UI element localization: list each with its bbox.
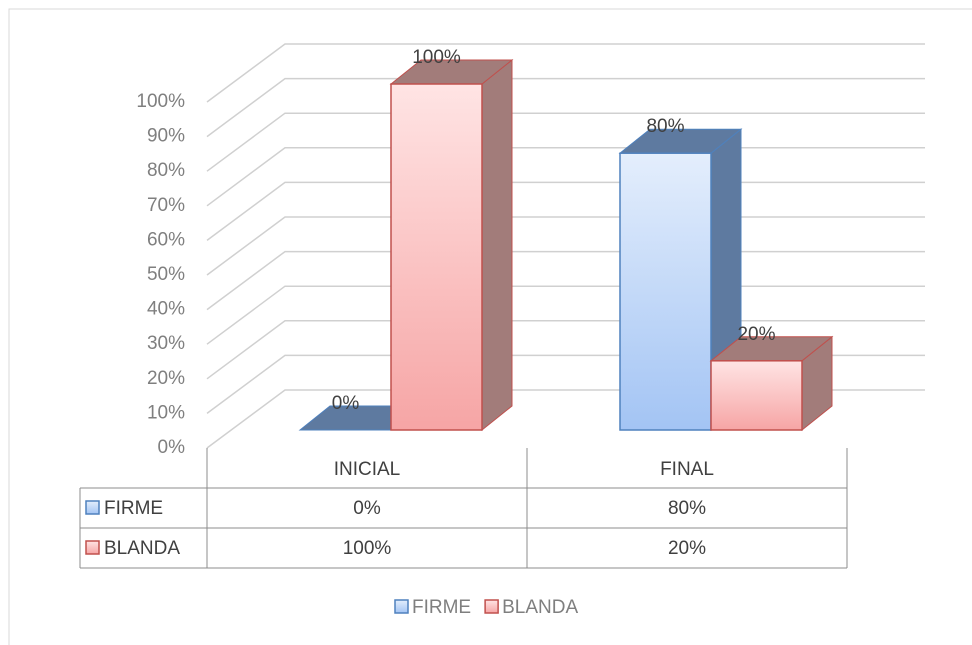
legend-label: BLANDA [502, 597, 578, 618]
y-tick-label: 80% [147, 160, 185, 181]
y-tick-label: 20% [147, 368, 185, 389]
table-key [85, 500, 100, 515]
y-tick-label: 0% [158, 437, 186, 458]
y-tick-label: 30% [147, 333, 185, 354]
y-tick-label: 40% [147, 299, 185, 320]
value-label: 100% [412, 47, 461, 68]
bar [710, 360, 803, 431]
legend-key [484, 599, 499, 614]
x-tick-label: FINAL [660, 459, 714, 480]
x-tick-label: INICIAL [334, 459, 401, 480]
grid-line [206, 43, 925, 103]
y-tick-label: 10% [147, 402, 185, 423]
y-tick-label: 70% [147, 195, 185, 216]
grid-line [206, 77, 925, 138]
table-key [85, 540, 100, 555]
table-row-label: BLANDA [104, 538, 180, 559]
value-label: 0% [332, 393, 360, 414]
bar-side [481, 58, 513, 432]
legend-label: FIRME [412, 597, 471, 618]
value-label: 20% [737, 324, 775, 345]
table-row-label: FIRME [104, 498, 163, 519]
table-cell: 0% [353, 498, 381, 519]
y-tick-label: 50% [147, 264, 185, 285]
grid-line [206, 112, 925, 172]
y-tick-label: 100% [136, 91, 185, 112]
y-tick-label: 60% [147, 229, 185, 250]
y-tick-label: 90% [147, 126, 185, 147]
table-cell: 80% [668, 498, 706, 519]
bar [390, 83, 483, 431]
table-cell: 100% [343, 538, 392, 559]
table-cell: 20% [668, 538, 706, 559]
legend-key [394, 599, 409, 614]
value-label: 80% [646, 116, 684, 137]
bar [619, 152, 712, 431]
